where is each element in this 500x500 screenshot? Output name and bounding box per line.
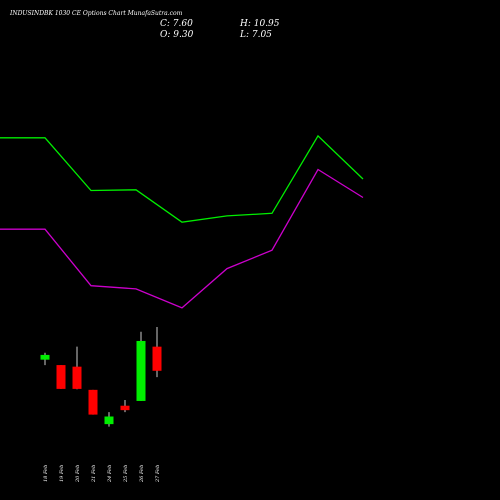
indicator-lines [0, 134, 364, 309]
x-tick-label: 21 Feb [91, 465, 97, 483]
close-value: C: 7.60 [160, 19, 193, 29]
chart-title: INDUSINDBK 1030 CE Options Chart MunafaS… [9, 10, 183, 17]
x-tick-label: 27 Feb [155, 465, 161, 483]
indicator-line-2 [0, 168, 364, 309]
x-tick-label: 24 Feb [107, 465, 113, 483]
low-value: L: 7.05 [239, 30, 272, 40]
candle-body [88, 389, 98, 415]
candle-body [136, 340, 146, 401]
x-tick-label: 25 Feb [123, 465, 129, 483]
indicator-line-1 [0, 134, 364, 223]
x-tick-label: 18 Feb [43, 465, 49, 482]
x-tick-label: 26 Feb [139, 465, 145, 483]
x-tick-label: 20 Feb [75, 465, 81, 483]
x-axis-ticks: 18 Feb 19 Feb 20 Feb 21 Feb 24 Feb 25 Feb 26 F… [43, 465, 161, 483]
candle-body [72, 366, 82, 389]
candle-body [120, 405, 130, 411]
candle-body [152, 346, 162, 371]
candle-body [40, 354, 50, 360]
candle-body [104, 416, 114, 425]
open-value: O: 9.30 [160, 30, 194, 40]
candle-body [56, 365, 66, 389]
high-value: H: 10.95 [239, 19, 280, 29]
candles [40, 326, 162, 427]
x-tick-label: 19 Feb [59, 465, 65, 482]
